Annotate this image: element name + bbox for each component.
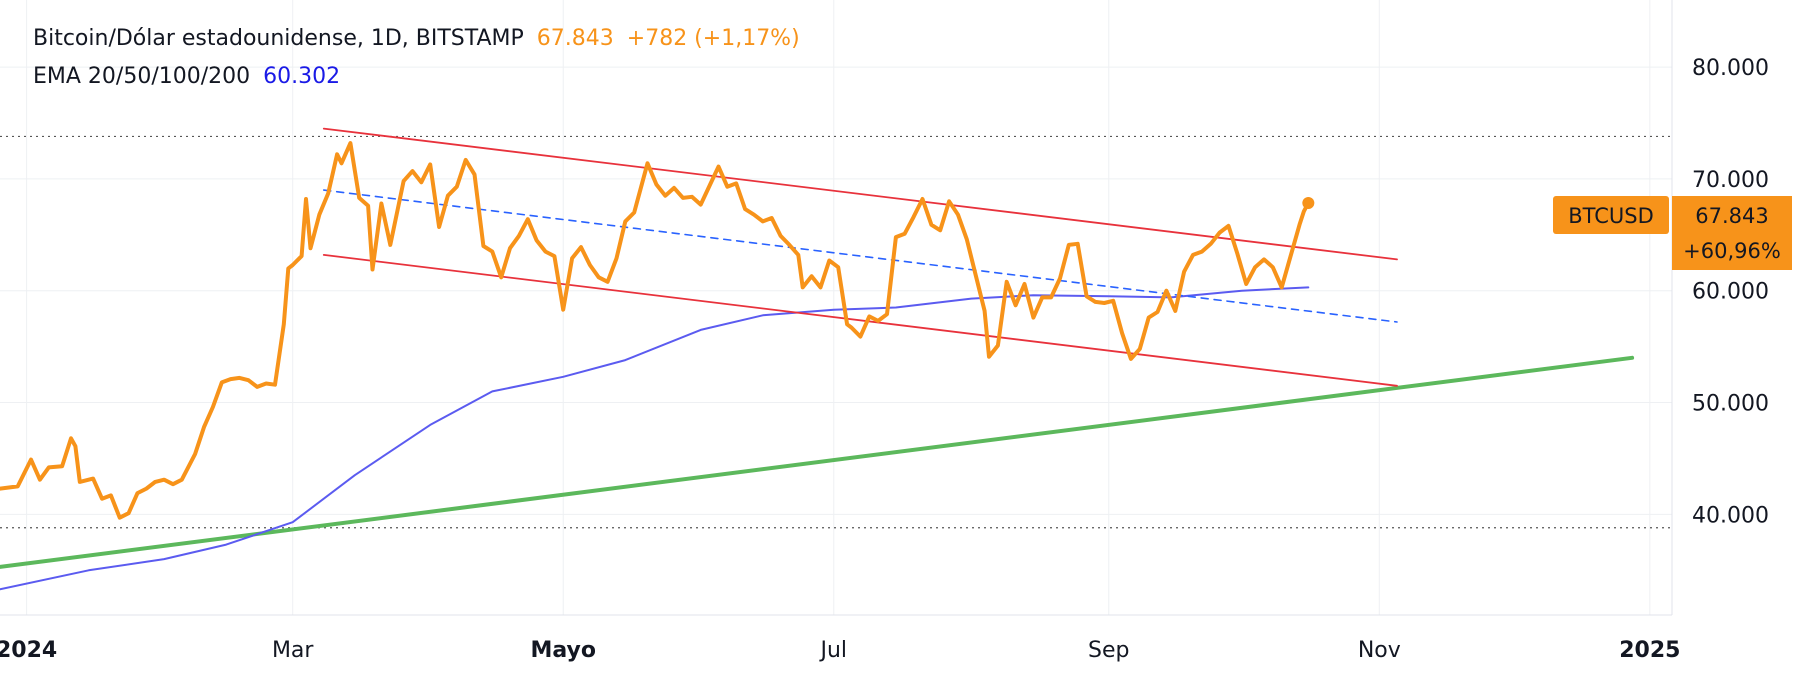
x-tick-label: 2025 — [1619, 638, 1680, 663]
badge-price-bg — [1672, 196, 1792, 270]
dotted-price-levels — [0, 135, 1672, 529]
ema-legend[interactable]: EMA 20/50/100/200 60.302 — [33, 64, 346, 89]
ema-label: EMA 20/50/100/200 — [33, 64, 251, 89]
y-tick-label: 50.000 — [1692, 392, 1769, 417]
chart-series — [0, 127, 1635, 591]
x-tick-label: Sep — [1088, 638, 1129, 663]
series-line-btcusd — [0, 141, 1311, 520]
series-line-canal-inferior — [322, 253, 1398, 387]
time-axis[interactable]: 2024 Mar Mayo Jul Sep Nov 2025 — [0, 638, 1680, 663]
x-tick-label: Nov — [1358, 638, 1401, 663]
y-tick-label: 70.000 — [1692, 168, 1769, 193]
x-tick-label: Jul — [819, 638, 848, 663]
series-line-canal-superior — [322, 127, 1398, 261]
y-tick-label: 80.000 — [1692, 56, 1769, 81]
last-price-dot — [1302, 197, 1315, 210]
price-change: +782 (+1,17%) — [626, 26, 800, 51]
badge-change: +60,96% — [1683, 239, 1781, 263]
badge-price: 67.843 — [1695, 204, 1768, 228]
ema-value: 60.302 — [263, 64, 341, 89]
badge-ticker: BTCUSD — [1568, 204, 1654, 228]
badge-ticker-bg — [1553, 196, 1669, 234]
symbol-legend[interactable]: Bitcoin/Dólar estadounidense, 1D, BITSTA… — [33, 26, 806, 51]
btcusd-price-badge: BTCUSD 67.843 +60,96% — [1553, 196, 1792, 270]
series-line-ema-200 — [0, 286, 1310, 591]
x-tick-label: Mar — [272, 638, 314, 663]
y-tick-label: 60.000 — [1692, 280, 1769, 305]
chart-grid — [0, 0, 1672, 615]
x-tick-label: 2024 — [0, 638, 57, 663]
symbol-title: Bitcoin/Dólar estadounidense, 1D, BITSTA… — [33, 26, 524, 51]
price-axis[interactable]: 40.000 50.000 60.000 70.000 80.000 — [1692, 56, 1769, 528]
last-price: 67.843 — [536, 26, 614, 51]
series-line-l-nea-media — [322, 189, 1398, 323]
x-tick-label: Mayo — [530, 638, 596, 663]
y-tick-label: 40.000 — [1692, 503, 1769, 528]
series-line-tendencia-alcista — [0, 355, 1635, 569]
